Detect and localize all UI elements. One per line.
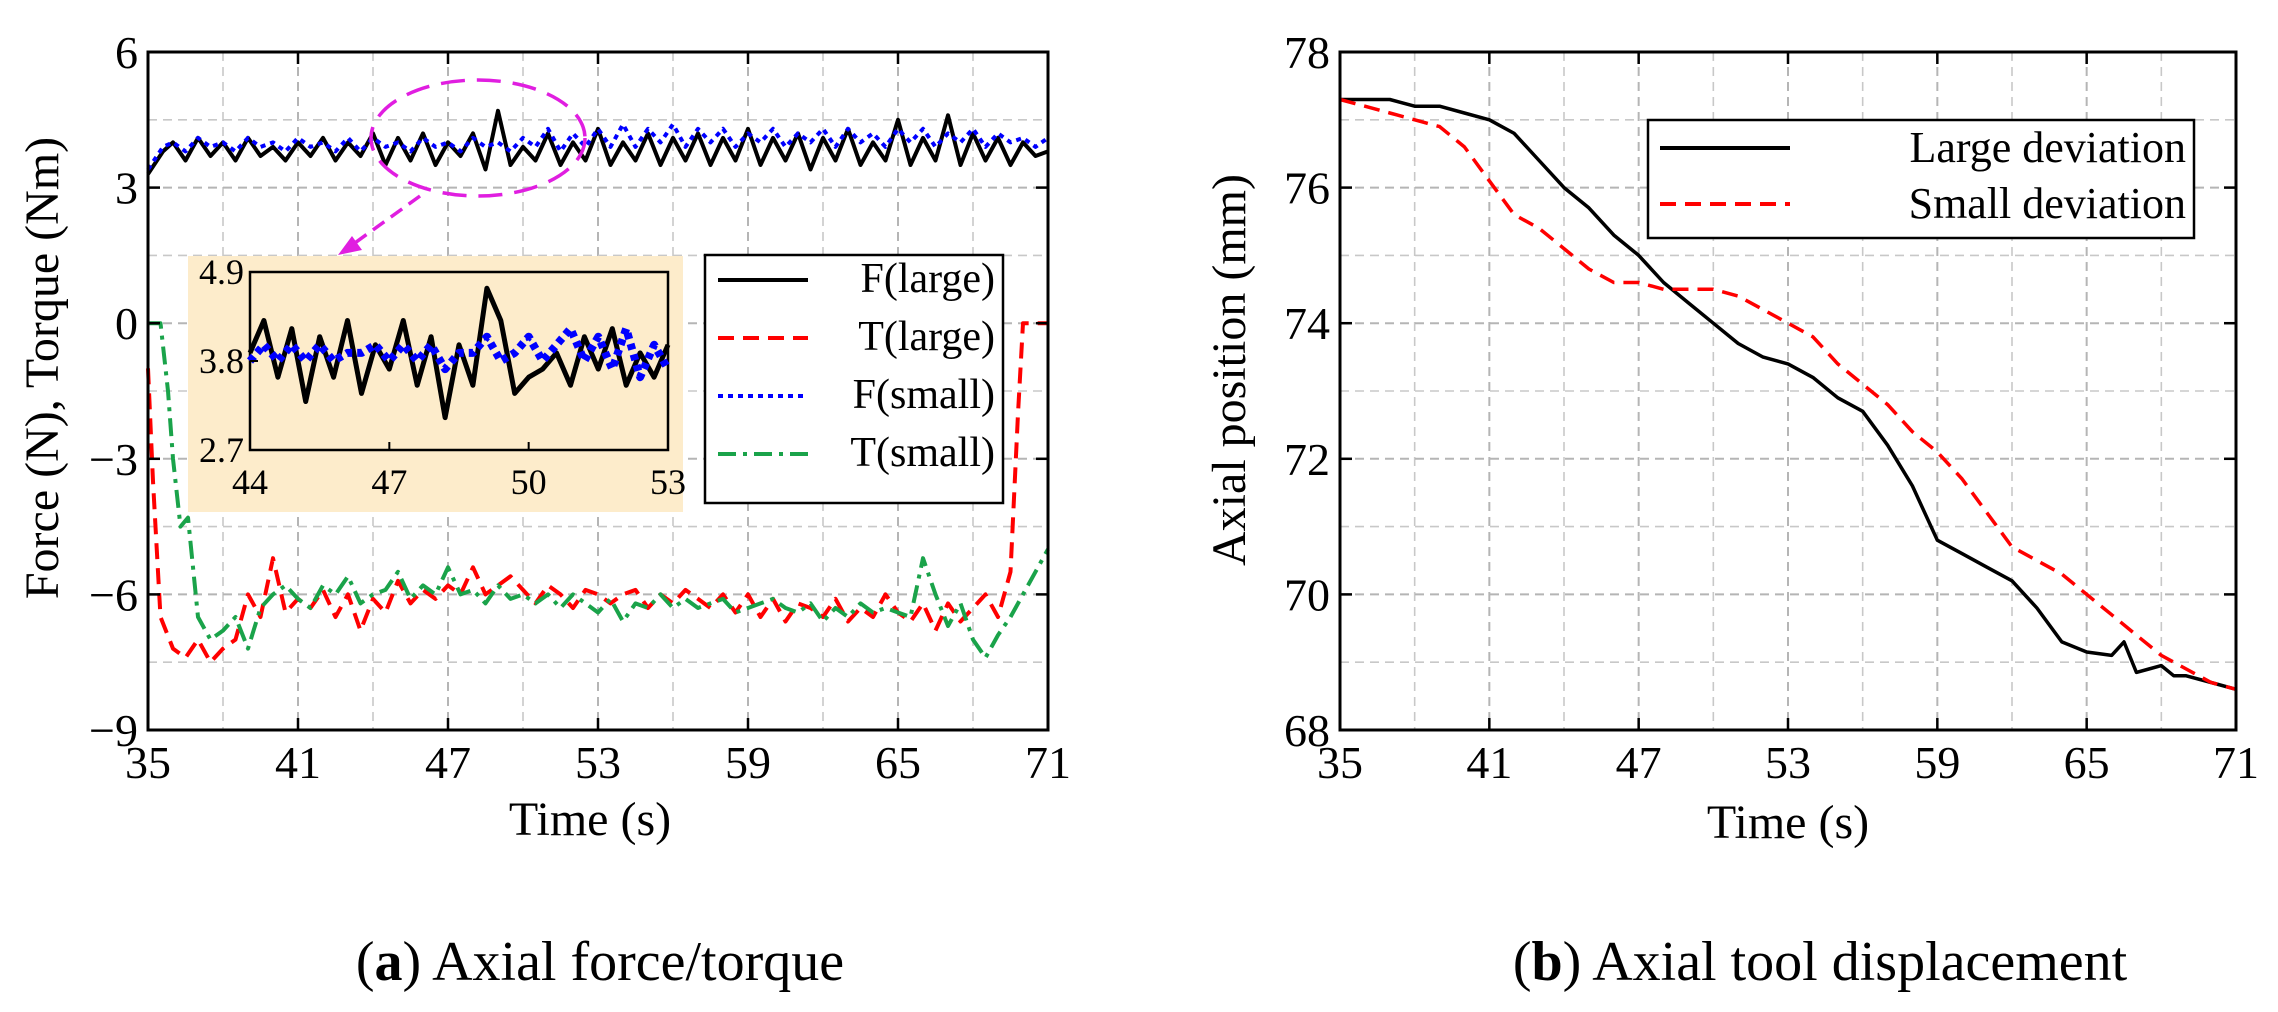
inset-xtick-label: 53 (650, 462, 686, 502)
a-xtick-label: 71 (1025, 737, 1071, 788)
panel-b-caption-text: Axial tool displacement (1592, 931, 2127, 993)
b-xtick-label: 53 (1765, 737, 1811, 788)
panel-b-legend-box (1646, 118, 2196, 240)
panel-b-legend-label: Large deviation (1909, 123, 2186, 172)
inset-ytick-label: 4.9 (199, 252, 244, 292)
panel-a-caption-label: a (375, 931, 403, 993)
b-xtick-label: 41 (1466, 737, 1512, 788)
panel-a-inset: 44 47 50 53 2.7 3.8 4.9 (188, 252, 686, 512)
panel-a-zoom-annotation (338, 78, 587, 255)
panel-b-legend: Large deviation Small deviation (1646, 118, 2196, 240)
b-ytick-label: 76 (1284, 163, 1330, 214)
b-ytick-label: 70 (1284, 569, 1330, 620)
inset-ytick-label: 2.7 (199, 430, 244, 470)
b-xtick-label: 59 (1914, 737, 1960, 788)
inset-series-f-large (247, 285, 671, 421)
inset-xtick-label: 47 (371, 462, 407, 502)
panel-a-legend-label: F(large) (860, 256, 995, 302)
a-ytick-label: 6 (115, 27, 138, 78)
inset-ytick-label: 3.8 (199, 341, 244, 381)
panel-a-ylabel: Force (N), Torque (Nm) (16, 137, 69, 599)
panel-b-ticks: 35 41 47 53 59 65 71 68 70 72 74 76 78 (1284, 27, 2259, 788)
inset-xtick-label: 44 (232, 462, 268, 502)
inset-background (188, 256, 683, 512)
panel-a-legend-label: T(small) (850, 430, 995, 476)
a-ytick-label: −9 (89, 705, 138, 756)
panel-a-legend-label: T(large) (858, 314, 995, 360)
b-xtick-label: 71 (2213, 737, 2259, 788)
a-ytick-label: 0 (115, 298, 138, 349)
panel-a-caption: (a) Axial force/torque (356, 931, 844, 993)
b-series-small-deviation (1339, 97, 2237, 691)
zoom-arrow (350, 194, 422, 247)
panel-b-legend-label: Small deviation (1909, 179, 2186, 228)
zoom-ellipse (369, 78, 587, 198)
b-series-large-deviation (1340, 97, 2237, 691)
a-ytick-label: 3 (115, 163, 138, 214)
panel-b-axial-tool-displacement: 35 41 47 53 59 65 71 68 70 72 74 76 78 Large deviati… (1203, 27, 2259, 993)
b-ytick-label: 78 (1284, 27, 1330, 78)
panel-a-caption-text: Axial force/torque (432, 931, 844, 993)
a-series-t-small (148, 321, 1050, 660)
a-xtick-label: 59 (725, 737, 771, 788)
a-xtick-label: 65 (875, 737, 921, 788)
panel-a-xlabel: Time (s) (509, 793, 671, 846)
a-ytick-label: −6 (89, 569, 138, 620)
b-ytick-label: 72 (1284, 434, 1330, 485)
panel-b-series (1339, 97, 2237, 691)
a-xtick-label: 47 (425, 737, 471, 788)
a-xtick-label: 53 (575, 737, 621, 788)
inset-xtick-label: 50 (511, 462, 547, 502)
b-xtick-label: 65 (2064, 737, 2110, 788)
panel-a-axial-force-torque: 35 41 47 53 59 65 71 −9 −6 −3 0 3 6 44 47 50 53 2.7 3.8 4.… (16, 27, 1071, 993)
panel-a-legend-box (703, 253, 1005, 505)
b-xtick-label: 35 (1317, 737, 1363, 788)
b-ytick-label: 74 (1284, 298, 1330, 349)
inset-series-f-small (246, 324, 672, 382)
a-ytick-label: −3 (89, 434, 138, 485)
zoom-arrowhead (338, 236, 362, 255)
panel-a-legend: F(large) T(large) F(small) T(small) (703, 253, 1005, 505)
panel-a-legend-label: F(small) (853, 372, 995, 418)
a-xtick-label: 35 (125, 737, 171, 788)
panel-b-caption: (b) Axial tool displacement (1513, 931, 2128, 993)
panel-b-ylabel: Axial position (mm) (1203, 174, 1256, 566)
b-xtick-label: 47 (1616, 737, 1662, 788)
panel-b-xlabel: Time (s) (1707, 796, 1869, 849)
panel-a-ticks: 35 41 47 53 59 65 71 −9 −6 −3 0 3 6 (89, 27, 1071, 788)
b-ytick-label: 68 (1284, 705, 1330, 756)
a-series-f-large (146, 108, 1049, 176)
panel-b-caption-label: b (1531, 931, 1562, 993)
panel-a-series (146, 108, 1050, 665)
a-xtick-label: 41 (275, 737, 321, 788)
